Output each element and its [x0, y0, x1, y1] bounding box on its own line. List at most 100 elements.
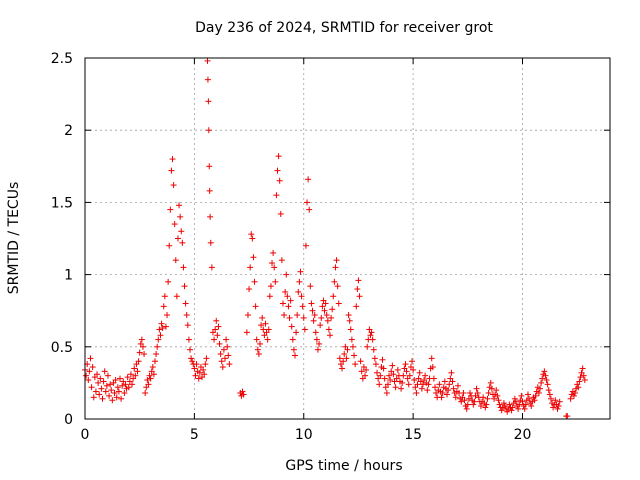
data-point [302, 242, 309, 249]
data-point [390, 371, 397, 378]
data-point [131, 365, 138, 372]
data-point [428, 355, 435, 362]
data-point [355, 277, 362, 284]
data-point [419, 381, 426, 388]
data-point [411, 377, 418, 384]
data-point [288, 323, 295, 330]
data-point [281, 312, 288, 319]
data-point [305, 176, 312, 183]
data-point [508, 407, 515, 414]
data-point [580, 372, 587, 379]
data-point [173, 293, 180, 300]
data-point [135, 358, 142, 365]
data-point [482, 404, 489, 411]
data-point [406, 372, 413, 379]
data-point [334, 283, 341, 290]
data-point [127, 371, 134, 378]
data-point [158, 320, 165, 327]
data-point [348, 336, 355, 343]
data-point [276, 177, 283, 184]
data-point [187, 346, 193, 353]
data-point [539, 375, 546, 382]
chart-title: Day 236 of 2024, SRMTID for receiver gro… [195, 20, 493, 36]
data-point [556, 398, 563, 405]
data-point [247, 264, 254, 271]
data-point [311, 312, 318, 319]
data-point [188, 355, 195, 362]
data-point [191, 365, 198, 372]
data-point [364, 343, 371, 350]
data-point [502, 403, 508, 410]
data-point [531, 397, 538, 404]
data-point [114, 384, 121, 391]
data-point [278, 257, 285, 264]
data-point [511, 395, 518, 402]
data-point [252, 303, 259, 310]
data-point [181, 283, 188, 290]
data-point [425, 381, 432, 388]
x-tick-label: 15 [404, 427, 422, 443]
data-point [217, 351, 224, 358]
data-point [313, 336, 320, 343]
data-point [240, 391, 247, 398]
data-point [370, 346, 377, 353]
data-point [200, 366, 207, 373]
data-point [88, 384, 95, 391]
data-point [309, 307, 316, 314]
data-point [356, 293, 363, 300]
data-point [103, 382, 110, 389]
data-point [477, 403, 484, 410]
data-point [458, 398, 465, 405]
data-point [347, 326, 354, 333]
data-point [332, 264, 339, 271]
data-point [541, 368, 548, 375]
data-point [104, 372, 111, 379]
data-point [166, 242, 173, 249]
data-point [317, 322, 324, 329]
data-point [248, 231, 255, 238]
data-point [243, 329, 250, 336]
data-point [352, 361, 359, 368]
data-point [297, 268, 304, 275]
data-point [170, 182, 177, 189]
data-point [524, 391, 531, 398]
data-point [249, 235, 256, 242]
data-point [500, 400, 507, 407]
data-point [264, 336, 271, 343]
data-point [205, 127, 212, 134]
data-point [108, 387, 115, 394]
data-point [537, 385, 543, 392]
data-point [576, 378, 583, 385]
data-point [340, 358, 347, 365]
data-point [392, 384, 399, 391]
data-point [322, 300, 329, 307]
data-point [377, 372, 384, 379]
data-point [119, 382, 126, 389]
data-point [493, 387, 500, 394]
data-point [424, 387, 431, 394]
y-tick-label: 0 [64, 412, 73, 428]
data-point [312, 329, 319, 336]
data-point [445, 387, 452, 394]
data-point [262, 320, 269, 327]
data-point [244, 312, 251, 319]
data-point [274, 167, 281, 174]
data-point [467, 390, 473, 397]
data-point [129, 381, 136, 388]
data-point [343, 355, 350, 362]
data-point [446, 381, 453, 388]
data-point [470, 401, 477, 408]
data-point [257, 340, 263, 347]
data-point [402, 361, 409, 368]
data-point [439, 390, 446, 397]
data-point [162, 323, 169, 330]
data-point [177, 213, 184, 220]
data-point [144, 377, 151, 384]
data-point [516, 401, 523, 408]
data-point [118, 395, 125, 402]
data-point [384, 381, 391, 388]
data-point [399, 379, 406, 386]
data-point [410, 366, 417, 373]
data-point [389, 362, 396, 369]
data-point [215, 323, 222, 330]
